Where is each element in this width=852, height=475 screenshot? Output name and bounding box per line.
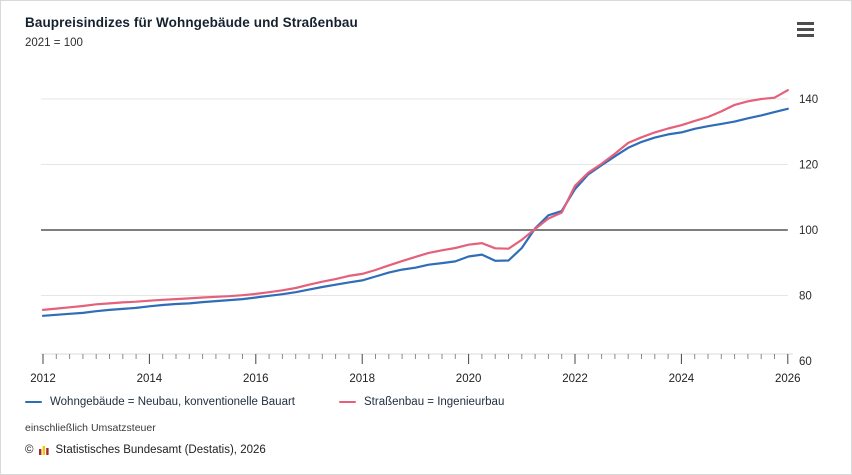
svg-text:60: 60 bbox=[799, 356, 812, 368]
svg-text:140: 140 bbox=[799, 94, 818, 106]
svg-text:2026: 2026 bbox=[775, 373, 801, 385]
legend-label-wohngebaeude: Wohngebäude = Neubau, konventionelle Bau… bbox=[50, 396, 295, 408]
menu-icon bbox=[797, 22, 814, 25]
copyright-line: © Statistisches Bundesamt (Destatis), 20… bbox=[25, 444, 266, 456]
index-base-note: 2021 = 100 bbox=[25, 37, 83, 49]
copyright-symbol: © bbox=[25, 444, 34, 456]
legend-item-strassenbau: Straßenbau = Ingenieurbau bbox=[339, 396, 504, 408]
svg-text:2016: 2016 bbox=[243, 373, 269, 385]
price-index-line-chart: 140 120 100 80 60 2012 2014 2016 2018 2020 2022 202… bbox=[30, 89, 818, 385]
svg-text:2024: 2024 bbox=[669, 373, 695, 385]
svg-text:2020: 2020 bbox=[456, 373, 482, 385]
destatis-logo-icon bbox=[39, 446, 50, 455]
legend-item-wohngebaeude: Wohngebäude = Neubau, konventionelle Bau… bbox=[25, 396, 295, 408]
tax-footnote: einschließlich Umsatzsteuer bbox=[25, 422, 156, 434]
svg-text:80: 80 bbox=[799, 291, 812, 303]
legend-line-strassenbau-icon bbox=[339, 400, 356, 404]
svg-text:2022: 2022 bbox=[562, 373, 588, 385]
page-title: Baupreisindizes für Wohngebäude und Stra… bbox=[25, 15, 358, 30]
menu-icon bbox=[797, 28, 814, 31]
svg-text:2012: 2012 bbox=[30, 373, 56, 385]
chart-legend: Wohngebäude = Neubau, konventionelle Bau… bbox=[25, 396, 504, 408]
svg-text:120: 120 bbox=[799, 160, 818, 172]
svg-text:2014: 2014 bbox=[137, 373, 163, 385]
copyright-text: Statistisches Bundesamt (Destatis), 2026 bbox=[55, 444, 266, 456]
legend-label-strassenbau: Straßenbau = Ingenieurbau bbox=[364, 396, 505, 408]
menu-button[interactable] bbox=[797, 22, 814, 37]
svg-text:100: 100 bbox=[799, 225, 818, 237]
legend-line-wohngebaeude-icon bbox=[25, 400, 42, 404]
svg-text:2018: 2018 bbox=[349, 373, 375, 385]
menu-icon bbox=[797, 34, 814, 37]
